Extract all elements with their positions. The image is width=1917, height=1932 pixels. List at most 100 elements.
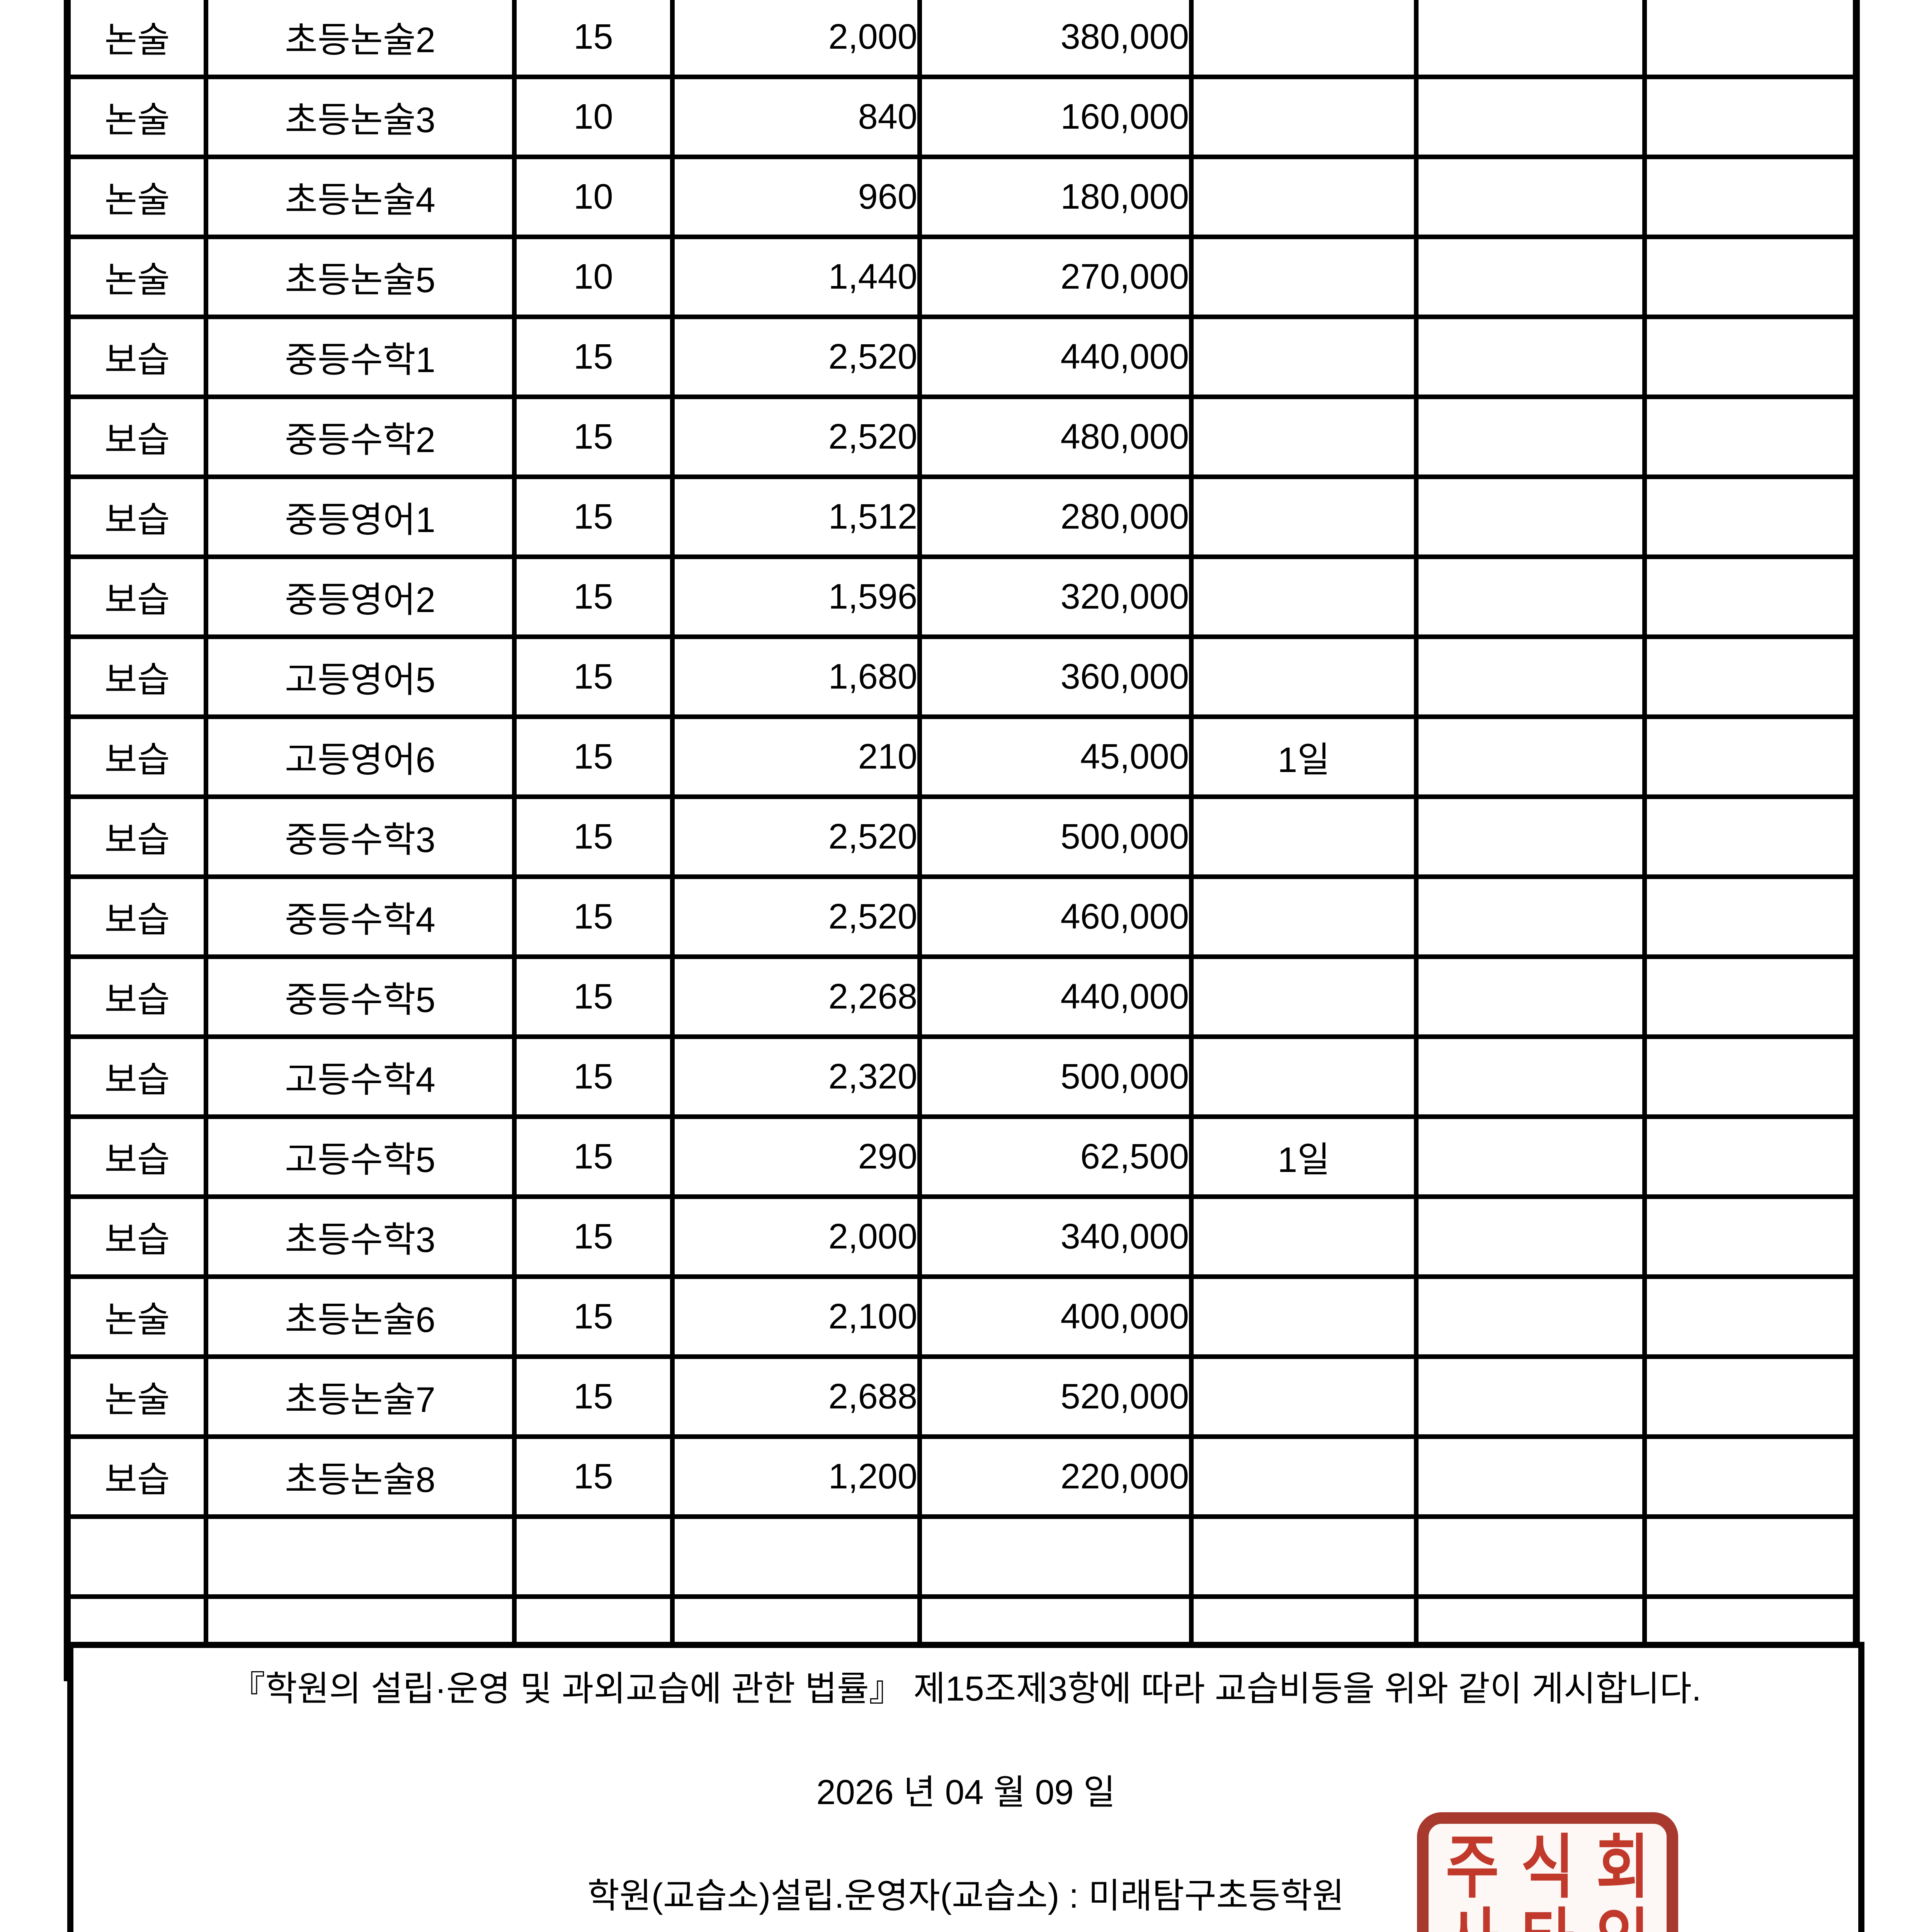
cell-extra-2	[1642, 1114, 1859, 1199]
cell-extra-2	[1642, 1434, 1859, 1519]
cell-class-name: 중등수학4	[204, 874, 517, 959]
cell-unit-fee: 840	[670, 75, 922, 159]
cell-extra-2	[1642, 1514, 1859, 1599]
table-row: 보습 중등수학2 15 2,520 480,000	[65, 395, 1859, 479]
cell-monthly-fee: 320,000	[917, 554, 1194, 639]
cell-extra-2	[1642, 315, 1859, 399]
cell-class-name: 초등논술5	[204, 235, 517, 319]
cell-unit-fee: 210	[670, 714, 922, 799]
cell-extra-1	[1414, 874, 1647, 959]
cell-unit-fee: 960	[670, 155, 922, 239]
cell-capacity: 15	[512, 714, 675, 799]
cell-note	[1189, 794, 1419, 879]
cell-extra-2	[1642, 1034, 1859, 1119]
table-row: 보습 고등수학5 15 290 62,500 1일	[65, 1114, 1859, 1199]
cell-extra-1	[1414, 155, 1647, 239]
cell-note	[1189, 874, 1419, 959]
tuition-fee-table-body: 논술 초등논술2 15 2,000 380,000 논술 초등논술3 10 840 160,000…	[65, 0, 1859, 1680]
cell-class-name: 초등논술2	[204, 0, 517, 79]
seal-character: 회	[1596, 1828, 1650, 1906]
cell-unit-fee: 2,688	[670, 1354, 922, 1439]
cell-monthly-fee: 160,000	[917, 75, 1194, 159]
cell-capacity: 15	[512, 794, 675, 879]
cell-extra-1	[1414, 554, 1647, 639]
cell-class-name: 고등수학4	[204, 1034, 517, 1119]
table-row	[65, 1514, 1859, 1599]
cell-capacity: 15	[512, 0, 675, 79]
cell-note	[1189, 474, 1419, 559]
cell-extra-1	[1414, 1354, 1647, 1439]
table-row: 논술 초등논술4 10 960 180,000	[65, 155, 1859, 239]
cell-extra-1	[1414, 1194, 1647, 1279]
cell-capacity: 15	[512, 874, 675, 959]
cell-extra-1	[1414, 395, 1647, 479]
cell-extra-2	[1642, 75, 1859, 159]
cell-capacity: 15	[512, 315, 675, 399]
cell-capacity: 15	[512, 1034, 675, 1119]
cell-note: 1일	[1189, 1114, 1419, 1199]
law-statement-text: 『학원의 설립·운영 및 과외교습에 관한 법률』 제15조제3항에 따라 교습…	[230, 1670, 1701, 1708]
table-row: 논술 초등논술5 10 1,440 270,000	[65, 235, 1859, 319]
cell-capacity: 15	[512, 554, 675, 639]
seal-character: 주	[1446, 1828, 1499, 1906]
cell-extra-1	[1414, 1514, 1647, 1599]
table-row: 보습 고등영어6 15 210 45,000 1일	[65, 714, 1859, 799]
cell-unit-fee: 2,100	[670, 1274, 922, 1359]
cell-extra-2	[1642, 155, 1859, 239]
cell-extra-1	[1414, 954, 1647, 1039]
cell-note	[1189, 1274, 1419, 1359]
table-row: 보습 고등영어5 15 1,680 360,000	[65, 634, 1859, 719]
cell-extra-2	[1642, 1194, 1859, 1279]
cell-class-name: 중등수학3	[204, 794, 517, 879]
cell-extra-1	[1414, 0, 1647, 79]
cell-category: 보습	[65, 794, 208, 879]
cell-class-name: 초등논술6	[204, 1274, 517, 1359]
cell-capacity: 15	[512, 395, 675, 479]
cell-extra-1	[1414, 1034, 1647, 1119]
cell-monthly-fee: 360,000	[917, 634, 1194, 719]
cell-capacity: 15	[512, 954, 675, 1039]
cell-unit-fee: 1,596	[670, 554, 922, 639]
cell-extra-2	[1642, 1354, 1859, 1439]
cell-note	[1189, 1354, 1419, 1439]
cell-extra-1	[1414, 1274, 1647, 1359]
cell-capacity: 15	[512, 1194, 675, 1279]
cell-unit-fee	[670, 1514, 922, 1599]
law-statement-lines: 『학원의 설립·운영 및 과외교습에 관한 법률』 제15조제3항에 따라 교습…	[73, 1637, 1858, 1932]
cell-note	[1189, 1034, 1419, 1119]
cell-extra-2	[1642, 554, 1859, 639]
cell-class-name	[204, 1514, 517, 1599]
cell-capacity: 10	[512, 235, 675, 319]
cell-monthly-fee: 500,000	[917, 794, 1194, 879]
cell-category: 보습	[65, 1034, 208, 1119]
table-row: 논술 초등논술7 15 2,688 520,000	[65, 1354, 1859, 1439]
cell-note	[1189, 954, 1419, 1039]
cell-unit-fee: 2,520	[670, 794, 922, 879]
cell-unit-fee: 290	[670, 1114, 922, 1199]
cell-extra-1	[1414, 714, 1647, 799]
cell-extra-1	[1414, 474, 1647, 559]
cell-category: 보습	[65, 714, 208, 799]
cell-monthly-fee: 400,000	[917, 1274, 1194, 1359]
cell-capacity	[512, 1514, 675, 1599]
cell-unit-fee: 1,680	[670, 634, 922, 719]
cell-monthly-fee: 280,000	[917, 474, 1194, 559]
cell-monthly-fee: 270,000	[917, 235, 1194, 319]
cell-category: 보습	[65, 554, 208, 639]
seal-character: 식	[1521, 1828, 1574, 1906]
cell-unit-fee: 2,000	[670, 1194, 922, 1279]
cell-extra-2	[1642, 874, 1859, 959]
cell-monthly-fee: 520,000	[917, 1354, 1194, 1439]
table-row: 보습 중등영어1 15 1,512 280,000	[65, 474, 1859, 559]
cell-extra-1	[1414, 75, 1647, 159]
cell-capacity: 10	[512, 75, 675, 159]
cell-unit-fee: 2,520	[670, 315, 922, 399]
cell-note	[1189, 634, 1419, 719]
cell-class-name: 중등수학5	[204, 954, 517, 1039]
cell-capacity: 10	[512, 155, 675, 239]
cell-unit-fee: 1,512	[670, 474, 922, 559]
cell-unit-fee: 2,520	[670, 395, 922, 479]
cell-class-name: 초등논술4	[204, 155, 517, 239]
cell-extra-1	[1414, 634, 1647, 719]
cell-capacity: 15	[512, 634, 675, 719]
